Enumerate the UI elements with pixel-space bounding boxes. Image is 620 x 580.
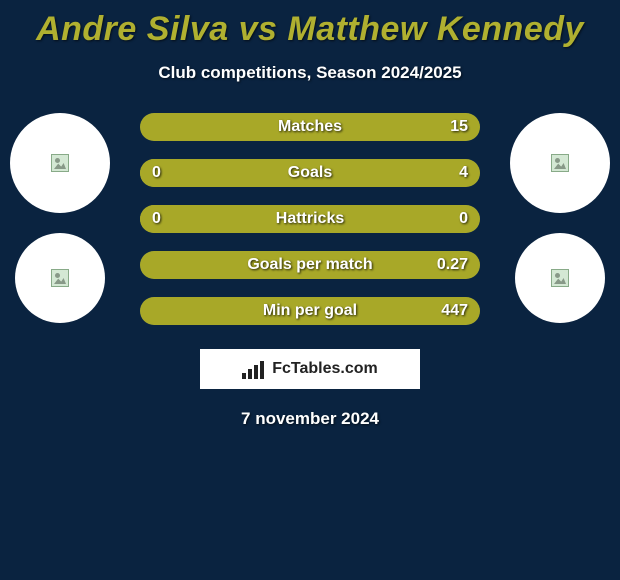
stat-bar: Min per goal 447 [140, 297, 480, 325]
stat-label: Hattricks [276, 210, 344, 228]
stat-label: Min per goal [263, 302, 357, 320]
footer-date: 7 november 2024 [0, 409, 620, 429]
stat-label: Goals per match [247, 256, 372, 274]
stat-bars: Matches 15 0 Goals 4 0 Hattricks 0 Goals per mat… [140, 113, 480, 325]
stat-bar: Goals per match 0.27 [140, 251, 480, 279]
broken-image-icon [551, 154, 569, 172]
stat-value-left: 0 [152, 210, 161, 228]
stat-bar: 0 Goals 4 [140, 159, 480, 187]
comparison-subtitle: Club competitions, Season 2024/2025 [0, 63, 620, 83]
bar-chart-icon [242, 359, 266, 379]
stat-value-right: 447 [441, 302, 468, 320]
stat-value-right: 0.27 [437, 256, 468, 274]
player-right-column [510, 113, 610, 323]
stat-value-left: 0 [152, 164, 161, 182]
stat-value-right: 0 [459, 210, 468, 228]
broken-image-icon [551, 269, 569, 287]
comparison-main: Matches 15 0 Goals 4 0 Hattricks 0 Goals per mat… [0, 113, 620, 325]
fctables-logo: FcTables.com [200, 349, 420, 389]
stat-label: Matches [278, 118, 342, 136]
player-left-column [10, 113, 110, 323]
team-left-avatar [15, 233, 105, 323]
stat-value-right: 15 [450, 118, 468, 136]
stat-bar: Matches 15 [140, 113, 480, 141]
broken-image-icon [51, 154, 69, 172]
comparison-title: Andre Silva vs Matthew Kennedy [0, 0, 620, 49]
stat-label: Goals [288, 164, 332, 182]
team-right-avatar [515, 233, 605, 323]
broken-image-icon [51, 269, 69, 287]
stat-bar: 0 Hattricks 0 [140, 205, 480, 233]
logo-text: FcTables.com [272, 360, 378, 378]
stat-value-right: 4 [459, 164, 468, 182]
player-left-avatar [10, 113, 110, 213]
player-right-avatar [510, 113, 610, 213]
